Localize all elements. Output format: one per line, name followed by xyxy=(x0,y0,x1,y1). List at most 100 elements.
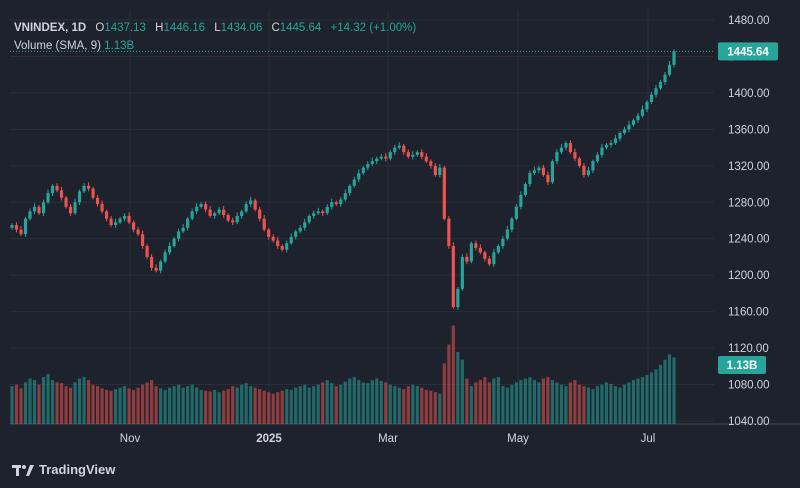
candle xyxy=(600,143,604,158)
y-tick-label: 1360.00 xyxy=(728,124,770,136)
volume-bar xyxy=(573,380,577,424)
volume-bar xyxy=(64,386,68,424)
legend-low: 1434.06 xyxy=(220,22,263,34)
candle xyxy=(649,91,654,104)
candle-body xyxy=(222,209,226,216)
volume-bar xyxy=(379,380,383,424)
candle-body xyxy=(59,190,64,198)
candle xyxy=(672,49,676,68)
volume-bar xyxy=(150,380,154,424)
candle-body xyxy=(204,204,208,210)
candle-body xyxy=(487,258,491,265)
candle-body xyxy=(316,211,320,214)
candle xyxy=(321,209,325,216)
candle-body xyxy=(649,94,654,103)
candle xyxy=(77,189,82,206)
candle-body xyxy=(415,152,419,155)
candle xyxy=(564,141,568,151)
candle-body xyxy=(411,154,415,157)
candle-body xyxy=(514,206,518,219)
candle-body xyxy=(276,240,280,247)
candle-body xyxy=(366,163,370,168)
candle-body xyxy=(393,147,397,153)
candle-body xyxy=(658,81,663,89)
candle xyxy=(163,249,167,264)
volume-bar xyxy=(492,378,496,424)
y-tick-label: 1480.00 xyxy=(728,15,770,27)
candle xyxy=(204,201,208,213)
price-axis[interactable]: 1040.00 1080.00 1120.00 1160.00 1200.00 1240.… xyxy=(718,15,778,428)
candle xyxy=(154,264,158,273)
volume-bar xyxy=(132,389,136,424)
candle-body xyxy=(618,133,622,139)
candle-body xyxy=(100,204,104,212)
volume-bar xyxy=(352,377,356,424)
candle xyxy=(316,207,320,216)
volume-bar xyxy=(145,382,149,424)
candle xyxy=(663,71,667,85)
candle xyxy=(249,196,253,207)
candle-body xyxy=(271,236,275,241)
tradingview-logo[interactable]: TradingView xyxy=(12,462,115,477)
volume-bar xyxy=(460,359,464,424)
volume-bar xyxy=(591,389,595,424)
volume-bar xyxy=(204,390,208,424)
volume-bar xyxy=(510,384,514,424)
volume-bar xyxy=(339,384,343,424)
candle xyxy=(267,227,271,240)
volume-bar xyxy=(95,386,100,424)
candle xyxy=(415,150,419,157)
x-tick-label: May xyxy=(507,433,529,445)
volume-bar xyxy=(172,386,176,424)
volume-bar xyxy=(177,384,181,424)
candle xyxy=(46,189,50,205)
volume-bar xyxy=(600,384,604,424)
legend-volume-label[interactable]: Volume (SMA, 9) xyxy=(14,40,101,52)
candle-body xyxy=(190,211,194,219)
candle xyxy=(519,191,523,210)
candle-body xyxy=(172,238,176,247)
volume-bar xyxy=(154,386,158,424)
y-tick-label: 1200.00 xyxy=(728,270,770,282)
candle-body xyxy=(555,152,559,162)
volume-bar xyxy=(32,380,37,424)
candle xyxy=(240,209,244,219)
volume-bar xyxy=(343,381,347,424)
volume-bar xyxy=(357,380,361,424)
candle-body xyxy=(64,197,68,207)
candle xyxy=(379,153,383,161)
legend-symbol[interactable]: VNINDEX, 1D xyxy=(14,22,87,34)
volume-bar xyxy=(595,386,600,424)
candle-body xyxy=(37,206,41,214)
candle xyxy=(537,165,541,174)
volume-bar xyxy=(631,380,636,424)
volume-bar xyxy=(613,386,618,424)
candle-body xyxy=(397,145,401,148)
volume-bar xyxy=(532,380,536,424)
candle-body xyxy=(352,179,356,186)
candle-body xyxy=(136,229,140,235)
candle xyxy=(95,194,100,207)
candle-body xyxy=(604,144,609,148)
last-volume-badge-bg xyxy=(718,356,766,374)
time-axis[interactable]: Nov 2025 Mar May Jul xyxy=(120,433,656,445)
candle-body xyxy=(240,211,244,216)
volume-bar xyxy=(361,382,365,424)
volume-bar xyxy=(141,384,145,424)
candle xyxy=(64,195,68,209)
x-tick-label: Jul xyxy=(641,433,656,445)
candle xyxy=(334,200,338,206)
candle xyxy=(465,253,469,265)
price-candles xyxy=(10,49,676,310)
volume-bar xyxy=(559,384,563,424)
volume-bar xyxy=(424,389,428,424)
candle xyxy=(168,242,172,256)
candle-body xyxy=(213,213,217,216)
candle-body xyxy=(424,156,428,162)
volume-bar xyxy=(50,380,55,424)
candle xyxy=(483,250,487,262)
candle-body xyxy=(199,204,203,207)
volume-bar xyxy=(465,378,469,424)
candle xyxy=(28,208,32,221)
